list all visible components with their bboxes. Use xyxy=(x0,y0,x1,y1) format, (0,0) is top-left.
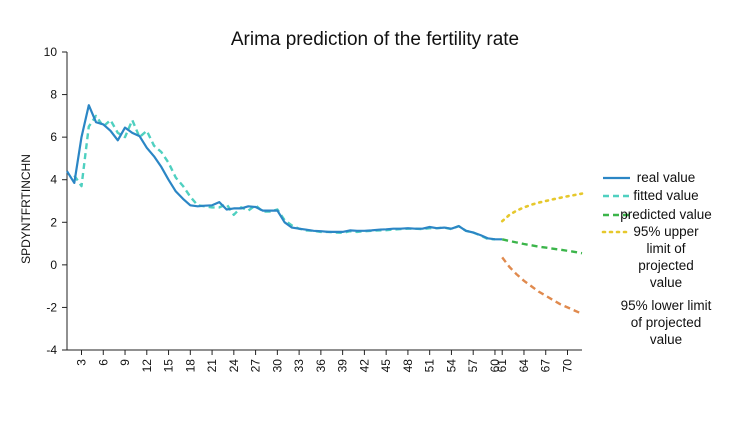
y-tick-label: 2 xyxy=(50,215,57,229)
x-tick-label: 9 xyxy=(118,359,132,366)
legend-label-2: predicted value xyxy=(620,207,712,222)
x-tick-label: 60 xyxy=(488,359,502,373)
chart-title: Arima prediction of the fertility rate xyxy=(231,29,519,50)
series-line-2 xyxy=(501,238,583,255)
x-tick-label: 51 xyxy=(423,359,437,373)
series-line-0 xyxy=(66,104,503,241)
x-tick-label: 24 xyxy=(227,359,241,373)
legend-label-4: of projected xyxy=(631,315,702,330)
x-tick-label: 6 xyxy=(96,359,110,366)
legend-label-3: value xyxy=(650,275,682,290)
legend-label-0: real value xyxy=(637,170,696,185)
plot-area xyxy=(66,104,584,315)
x-tick-label: 3 xyxy=(75,359,89,366)
x-tick-label: 21 xyxy=(205,359,219,373)
legend-label-3: 95% upper xyxy=(633,224,699,239)
x-tick-label: 33 xyxy=(292,359,306,373)
y-axis-label: SPDYNTFRTINCHN xyxy=(19,154,33,264)
x-tick-label: 57 xyxy=(466,359,480,373)
series-line-1 xyxy=(73,114,496,241)
x-tick-label: 36 xyxy=(314,359,328,373)
x-tick-label: 27 xyxy=(249,359,263,373)
x-tick-label: 45 xyxy=(379,359,393,373)
y-tick-label: 8 xyxy=(50,88,57,102)
y-tick-label: 10 xyxy=(44,45,58,59)
y-tick-label: 0 xyxy=(50,258,57,272)
legend-label-3: projected xyxy=(638,258,694,273)
legend-label-4: 95% lower limit xyxy=(621,298,712,313)
x-tick-label: 61 xyxy=(495,359,509,373)
y-tick-label: -2 xyxy=(46,300,57,314)
x-tick-label: 48 xyxy=(401,359,415,373)
legend-label-3: limit of xyxy=(646,241,685,256)
legend: real value fitted value predicted value 95%… xyxy=(601,170,712,347)
y-tick-label: 6 xyxy=(50,130,57,144)
series-line-3 xyxy=(500,192,584,223)
x-tick-label: 42 xyxy=(357,359,371,373)
x-tick-label: 39 xyxy=(336,359,350,373)
x-tick-label: 64 xyxy=(517,359,531,373)
x-tick-label: 18 xyxy=(183,359,197,373)
legend-label-4: value xyxy=(650,332,682,347)
y-tick-label: -4 xyxy=(46,343,57,357)
x-tick-label: 15 xyxy=(162,359,176,373)
legend-label-1: fitted value xyxy=(633,188,698,203)
x-tick-label: 70 xyxy=(560,359,574,373)
x-tick-label: 12 xyxy=(140,359,154,373)
x-tick-label: 67 xyxy=(539,359,553,373)
series-line-4 xyxy=(501,256,583,315)
x-tick-label: 54 xyxy=(444,359,458,373)
y-tick-label: 4 xyxy=(50,173,57,187)
x-tick-label: 30 xyxy=(270,359,284,373)
